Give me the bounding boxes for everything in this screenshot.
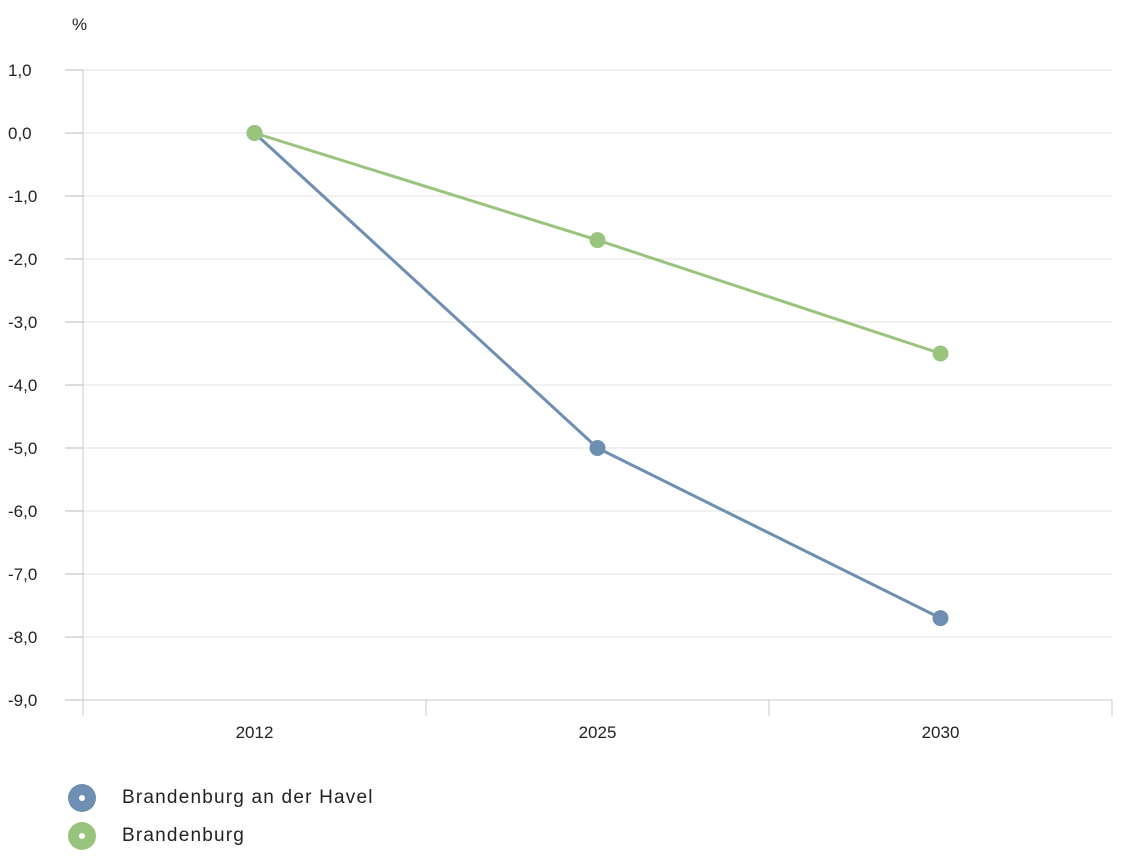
y-tick-label: -2,0 (8, 250, 37, 269)
y-tick-label: -8,0 (8, 628, 37, 647)
legend-item-brandenburg[interactable]: Brandenburg (68, 822, 374, 850)
y-tick-label: -5,0 (8, 439, 37, 458)
x-tick-label: 2025 (579, 723, 617, 742)
y-tick-label: -6,0 (8, 502, 37, 521)
data-point-series-1 (589, 232, 606, 249)
legend: Brandenburg an der Havel Brandenburg (68, 784, 374, 860)
legend-item-brandenburg-an-der-havel[interactable]: Brandenburg an der Havel (68, 784, 374, 812)
x-tick-label: 2012 (236, 723, 274, 742)
legend-marker-icon (68, 822, 96, 850)
y-tick-label: 1,0 (8, 61, 32, 80)
data-series (246, 125, 949, 627)
y-tick-label: -9,0 (8, 691, 37, 710)
y-axis-unit-label: % (72, 15, 87, 34)
y-axis-tick-labels: 1,0 0,0 -1,0 -2,0 -3,0 -4,0 -5,0 -6,0 -7,0 -8,0 -9… (8, 61, 37, 710)
legend-label: Brandenburg an der Havel (122, 787, 374, 808)
y-tick-label: 0,0 (8, 124, 32, 143)
data-point-series-0 (932, 610, 949, 627)
data-point-series-0 (589, 440, 606, 456)
data-point-series-1 (932, 345, 949, 362)
legend-marker-icon (68, 784, 96, 812)
y-tick-label: -4,0 (8, 376, 37, 395)
grid-lines (65, 69, 1112, 701)
series-line-0 (253, 131, 942, 620)
legend-label: Brandenburg (122, 825, 246, 846)
x-axis-tick-labels: 2012 2025 2030 (236, 723, 960, 742)
y-tick-label: -1,0 (8, 187, 37, 206)
y-tick-label: -7,0 (8, 565, 37, 584)
axes (82, 70, 1113, 716)
y-tick-label: -3,0 (8, 313, 37, 332)
x-tick-label: 2030 (922, 723, 960, 742)
line-chart: % 1,0 0,0 -1,0 -2,0 -3,0 -4,0 -5,0 -6,0 -7,0 -8,0… (8, 15, 1113, 742)
data-point-series-1 (246, 125, 263, 141)
